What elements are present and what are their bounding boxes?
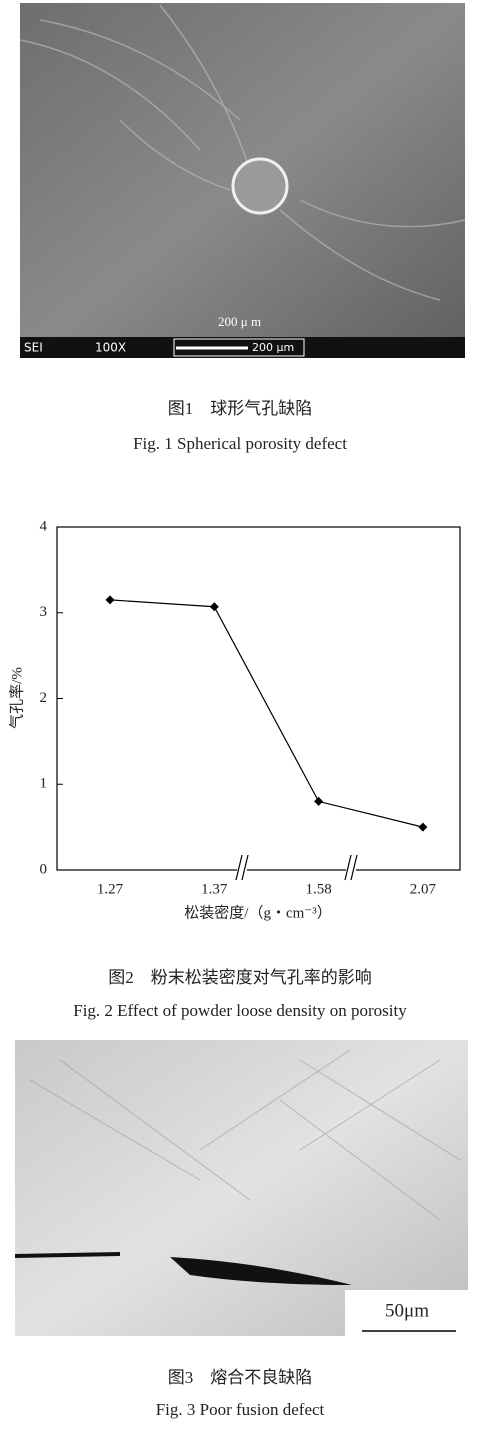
axis-break <box>235 854 358 885</box>
image-text: SEI <box>24 341 43 355</box>
plot-frame <box>56 526 461 871</box>
caption-en: Fig. 3 Poor fusion defect <box>156 1400 325 1419</box>
x-tick-label: 2.07 <box>410 881 437 897</box>
data-point <box>314 796 324 806</box>
y-tick-label: 2 <box>40 690 48 706</box>
data-point <box>209 602 219 612</box>
image-text: 100X <box>95 341 126 355</box>
x-tick-label: 1.37 <box>201 881 228 897</box>
data-line <box>109 599 424 828</box>
y-tick-label: 3 <box>40 604 48 620</box>
sem-image <box>19 3 466 358</box>
caption-cn: 图2 粉末松装密度对气孔率的影响 <box>108 968 372 987</box>
micrograph-image <box>15 1040 468 1336</box>
y-tick-label: 0 <box>40 861 48 877</box>
y-tick-label: 4 <box>40 518 48 534</box>
caption-en: Fig. 1 Spherical porosity defect <box>133 434 347 453</box>
x-axis-label: 松装密度/（g・cm⁻³） <box>184 904 331 921</box>
caption-cn: 图1 球形气孔缺陷 <box>168 399 313 418</box>
caption-cn: 图3 熔合不良缺陷 <box>168 1368 313 1387</box>
image-text: 200 μm <box>252 341 294 354</box>
scale-text: 50μm <box>385 1300 429 1321</box>
y-axis-label: 气孔率/% <box>8 667 25 729</box>
x-tick-label: 1.58 <box>305 881 331 897</box>
image-text: 200 μ m <box>218 314 261 329</box>
data-point <box>105 595 115 605</box>
y-tick-label: 1 <box>40 776 48 792</box>
caption-en: Fig. 2 Effect of powder loose density on… <box>73 1001 407 1020</box>
x-tick-label: 1.27 <box>97 881 124 897</box>
data-point <box>418 822 428 832</box>
